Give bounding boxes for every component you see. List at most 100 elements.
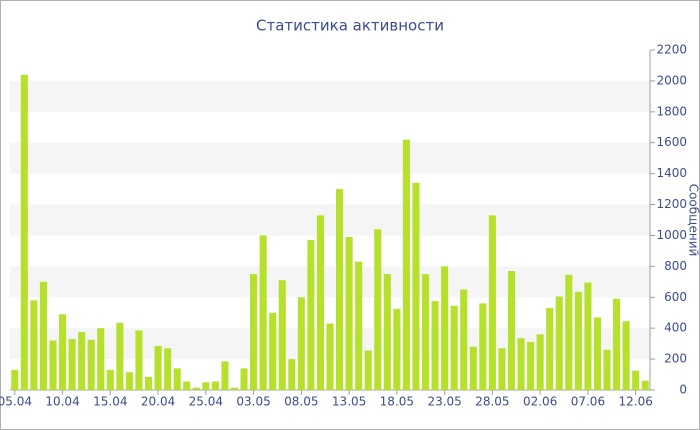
y-tick-label: 1800 — [656, 104, 687, 118]
grid-band — [10, 142, 650, 174]
grid-band — [10, 80, 650, 112]
bar — [421, 274, 430, 390]
bar — [603, 349, 611, 390]
bar — [527, 342, 535, 390]
bar — [316, 215, 324, 390]
grid-band — [10, 204, 650, 236]
bar — [106, 369, 114, 390]
bar — [450, 305, 458, 390]
x-tick-label: 15.04 — [93, 395, 127, 409]
bar — [469, 346, 477, 390]
x-tick-label: 25.04 — [189, 395, 223, 409]
y-tick-label: 600 — [664, 290, 687, 304]
y-tick-label: 400 — [664, 321, 687, 335]
bar — [584, 282, 592, 390]
bar — [488, 215, 496, 390]
bar — [336, 189, 344, 390]
bar — [431, 301, 439, 390]
bar — [278, 280, 286, 390]
bar — [460, 289, 468, 390]
bar — [20, 74, 28, 391]
y-tick-label: 1000 — [656, 228, 687, 242]
bar — [507, 271, 516, 390]
bar — [574, 291, 582, 390]
bar — [49, 340, 57, 390]
chart-title: Статистика активности — [256, 17, 444, 35]
bar — [116, 322, 124, 390]
y-tick-label: 1600 — [656, 135, 687, 149]
x-tick-label: 23.05 — [427, 395, 461, 409]
bar — [288, 359, 296, 390]
bar — [355, 261, 363, 390]
bar — [202, 382, 210, 390]
bar — [183, 381, 191, 390]
bar — [30, 300, 38, 390]
x-tick-label: 05.04 — [0, 395, 32, 409]
bar — [154, 345, 162, 390]
bar — [613, 298, 621, 390]
bar — [307, 240, 315, 390]
x-tick-label: 07.06 — [571, 395, 605, 409]
bar — [546, 308, 554, 390]
x-tick-label: 20.04 — [141, 395, 175, 409]
bar — [173, 368, 181, 390]
bar — [536, 334, 544, 390]
bar — [555, 296, 563, 390]
bar — [135, 330, 143, 390]
bar — [393, 308, 401, 390]
bar — [250, 274, 258, 390]
y-tick-label: 1400 — [656, 166, 687, 180]
bar — [144, 376, 153, 390]
grid-band — [10, 266, 650, 298]
x-tick-label: 03.05 — [236, 395, 270, 409]
bar — [374, 229, 382, 390]
y-tick-label: 0 — [679, 383, 687, 397]
bar — [297, 297, 305, 390]
y-tick-label: 1200 — [656, 197, 687, 211]
bar — [230, 387, 239, 390]
bar — [11, 369, 19, 390]
bar — [221, 361, 229, 390]
bar — [565, 274, 573, 390]
bar — [87, 339, 95, 390]
bar — [192, 387, 200, 390]
bar — [412, 182, 420, 390]
bar — [517, 338, 525, 390]
x-tick-label: 10.04 — [45, 395, 79, 409]
bar — [402, 139, 410, 390]
bar — [622, 321, 630, 390]
bar — [364, 350, 372, 390]
bar — [59, 314, 67, 390]
bar — [479, 303, 487, 390]
x-tick-label: 13.05 — [332, 395, 366, 409]
y-axis-label: Сообщений — [687, 184, 700, 257]
x-tick-label: 02.06 — [523, 395, 557, 409]
x-tick-label: 08.05 — [284, 395, 318, 409]
bar — [632, 370, 640, 390]
bar — [326, 323, 334, 390]
y-tick-label: 800 — [664, 259, 687, 273]
bar — [593, 317, 601, 390]
bar — [68, 339, 76, 390]
bar — [383, 274, 391, 390]
y-tick-label: 200 — [664, 352, 687, 366]
bar — [211, 381, 219, 390]
bar — [78, 332, 86, 390]
bar — [240, 368, 248, 390]
bar — [164, 348, 172, 390]
bar — [125, 372, 133, 390]
bar — [259, 235, 267, 390]
x-tick-label: 28.05 — [475, 395, 509, 409]
x-tick-label: 12.06 — [618, 395, 652, 409]
x-tick-label: 18.05 — [380, 395, 414, 409]
bar — [345, 237, 353, 390]
bar — [441, 266, 449, 390]
bar — [39, 281, 47, 390]
bar — [498, 348, 506, 390]
y-tick-label: 2000 — [656, 73, 687, 87]
bar — [97, 328, 105, 390]
bar — [641, 380, 649, 390]
bar — [269, 312, 277, 390]
y-tick-label: 2200 — [656, 43, 687, 57]
